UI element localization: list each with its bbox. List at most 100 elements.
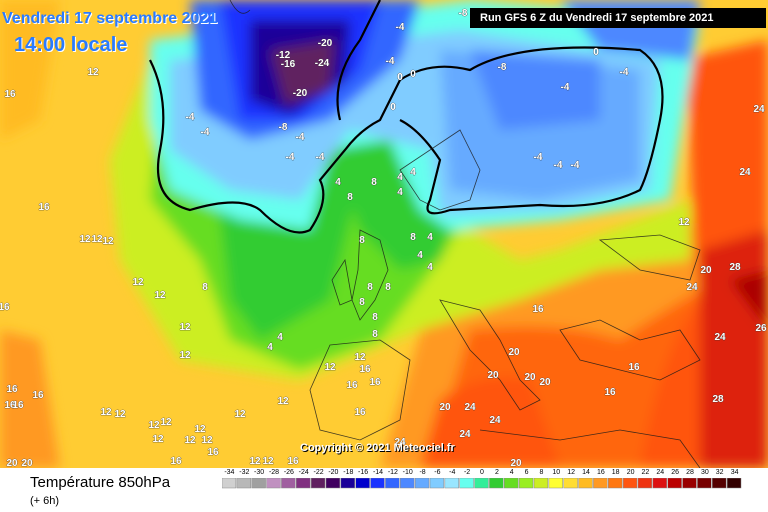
temperature-value-label: 24 (753, 104, 765, 115)
temperature-value-label: 12 (249, 456, 261, 467)
legend-title: Température 850hPa (30, 474, 171, 491)
color-scale-value: 6 (524, 469, 529, 476)
temperature-value-label: 12 (154, 290, 166, 301)
temperature-value-label: 8 (410, 232, 416, 243)
temperature-value-label: 16 (6, 384, 18, 395)
color-scale-swatch (682, 478, 697, 489)
temperature-labels: -12-16-20-24-20-8-4-4 -4-4 -4-8-4-40 000-4-… (0, 8, 767, 468)
color-scale-swatch (578, 478, 593, 489)
color-scale-swatch (281, 478, 296, 489)
color-scale-swatch (444, 478, 459, 489)
color-scale-labels: -34 -32 -30 -28 -26 -24 -22 -20 -18 -16 -14 -12 -10-… (222, 468, 742, 478)
color-scale-value: 24 (656, 469, 665, 476)
temperature-value-label: 20 (524, 372, 536, 383)
temperature-value-label: 20 (700, 265, 712, 276)
color-scale-value: -30 (254, 469, 265, 476)
temperature-value-label: -4 (554, 160, 563, 171)
temperature-value-label: 12 (324, 362, 336, 373)
temperature-value-label: -4 (534, 152, 543, 163)
color-scale-value: 34 (730, 469, 739, 476)
color-scale-swatch (400, 478, 415, 489)
color-scale-value: 30 (700, 469, 709, 476)
temperature-value-label: 12 (79, 234, 91, 245)
color-scale-value: 32 (715, 469, 724, 476)
temperature-value-label: 4 (410, 167, 416, 178)
temperature-value-label: 16 (207, 447, 219, 458)
temperature-value-label: 20 (6, 458, 18, 468)
temperature-value-label: 16 (4, 89, 16, 100)
temperature-value-label: 4 (427, 262, 433, 273)
temperature-value-label: 8 (372, 329, 378, 340)
color-scale-value: -18 (343, 469, 354, 476)
temperature-value-label: 24 (686, 282, 698, 293)
temperature-value-label: -4 (561, 82, 570, 93)
temperature-value-label: 12 (148, 420, 160, 431)
color-scale-swatch (667, 478, 682, 489)
color-scale-value: 2 (494, 469, 499, 476)
temperature-value-label: 28 (712, 394, 724, 405)
temperature-value-label: 12 (179, 350, 191, 361)
temperature-value-label: 12 (87, 67, 99, 78)
color-scale-swatch (622, 478, 638, 489)
color-scale-swatch (504, 478, 519, 489)
color-scale-value: 16 (596, 469, 605, 476)
color-scale-swatch (593, 478, 608, 489)
temperature-value-label: 12 (100, 407, 112, 418)
color-scale-swatch (697, 478, 712, 489)
temperature-value-label: 26 (755, 323, 767, 334)
color-scale-swatch (385, 478, 400, 489)
temperature-value-label: 12 (160, 417, 172, 428)
temperature-value-label: 4 (397, 187, 403, 198)
color-scale-swatch (414, 478, 430, 489)
temperature-value-label: 4 (335, 177, 341, 188)
color-scale-swatch (266, 478, 281, 489)
temperature-value-label: -4 (186, 112, 195, 123)
temperature-value-label: 16 (32, 390, 44, 401)
temperature-value-label: 24 (394, 437, 406, 448)
temperature-value-label: 0 (593, 47, 599, 58)
temperature-value-label: 16 (369, 377, 381, 388)
color-scale-swatch (251, 478, 266, 489)
color-scale-swatch (533, 478, 549, 489)
color-scale-value: 8 (539, 469, 544, 476)
temperature-value-label: 8 (371, 177, 377, 188)
temperature-value-label: 16 (12, 400, 24, 411)
temperature-value-label: 24 (714, 332, 726, 343)
color-scale-value: -6 (434, 469, 441, 476)
temperature-field (0, 0, 768, 468)
color-scale-value: -32 (239, 469, 250, 476)
temperature-value-label: 24 (464, 402, 476, 413)
temperature-map: -12 -16 -20 -24 -20 -8 -4 -4 -4 -4 -4 -8 -4 -4 0 0 0 0 -4-… (0, 0, 768, 468)
color-scale-swatch (429, 478, 445, 489)
color-scale-value: 28 (686, 469, 694, 476)
temperature-value-label: 8 (372, 312, 378, 323)
temperature-value-label: 20 (487, 370, 499, 381)
temperature-value-label: 8 (367, 282, 373, 293)
temperature-value-label: -4 (286, 152, 295, 163)
temperature-value-label: 20 (508, 347, 520, 358)
temperature-value-label: 8 (385, 282, 391, 293)
temperature-value-label: 12 (91, 234, 103, 245)
color-scale-value: 0 (480, 469, 484, 476)
temperature-value-label: 16 (604, 387, 616, 398)
temperature-value-label: 16 (170, 456, 182, 467)
color-scale-swatch (236, 478, 251, 489)
color-scale-value: -26 (283, 469, 294, 476)
color-scale-swatch (310, 478, 326, 489)
isotherm-contours (149, 0, 664, 234)
color-scale-swatch (296, 478, 311, 489)
temperature-value-label: 16 (0, 302, 10, 313)
color-scale-swatch (608, 478, 623, 489)
temperature-value-label: -8 (279, 122, 288, 133)
color-scale-swatch (563, 478, 578, 489)
run-info-banner: Run GFS 6 Z du Vendredi 17 septembre 202… (470, 8, 766, 28)
color-scale-value: 12 (567, 469, 575, 476)
temperature-value-label: -4 (620, 67, 629, 78)
temperature-value-label: -4 (396, 22, 405, 33)
temperature-value-label: 12 (234, 409, 246, 420)
temperature-value-label: 16 (4, 400, 16, 411)
temperature-value-label: -16 (281, 59, 296, 70)
temperature-value-label: 12 (114, 409, 126, 420)
color-scale-value: -34 (224, 469, 235, 476)
temperature-value-label: 4 (267, 342, 273, 353)
